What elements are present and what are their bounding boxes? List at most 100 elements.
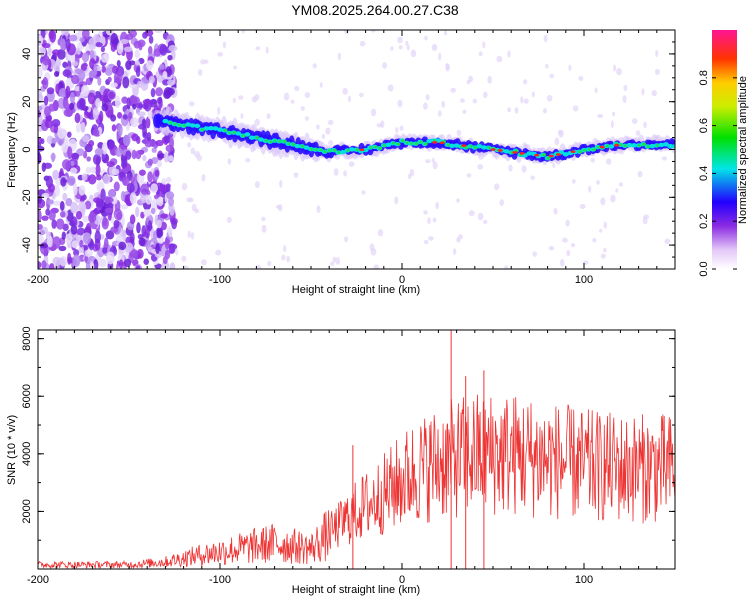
- spectrogram-noise-blob: [398, 45, 403, 50]
- spectrogram-noise-blob: [227, 158, 232, 165]
- band-max: [439, 141, 445, 145]
- spectrogram-noise-blob: [507, 107, 512, 113]
- spectrogram-noise-blob: [165, 144, 174, 153]
- spectrogram-noise-blob: [126, 182, 135, 193]
- spectrogram-noise-blob: [359, 40, 366, 47]
- spectrogram-noise-blob: [596, 179, 600, 185]
- spectrogram-noise-blob: [441, 100, 446, 108]
- spectrogram-noise-blob: [507, 50, 511, 58]
- spectrogram-noise-blob: [610, 120, 614, 129]
- spectrogram-noise-blob: [72, 183, 78, 196]
- spectrogram-noise-blob: [130, 117, 139, 128]
- spectrogram-noise-blob: [67, 146, 73, 160]
- spectrogram-noise-blob: [122, 114, 128, 120]
- spectrogram-noise-blob: [67, 175, 76, 187]
- spectrogram-noise-blob: [397, 99, 403, 108]
- spectrogram-noise-blob: [373, 264, 380, 269]
- spectrogram-noise-blob: [75, 210, 83, 220]
- spectrogram-noise-blob: [104, 67, 113, 76]
- spectrogram-noise-blob: [79, 37, 85, 43]
- spectrogram-noise-blob: [98, 258, 107, 268]
- spectrogram-noise-blob: [38, 229, 45, 236]
- spectrogram-noise-blob: [190, 231, 195, 240]
- spectrogram-noise-blob: [113, 219, 120, 229]
- spectrogram-noise-blob: [616, 67, 622, 76]
- spectrogram-noise-blob: [146, 60, 154, 71]
- spectrogram-noise-blob: [504, 265, 509, 269]
- spectrogram-noise-blob: [88, 212, 97, 223]
- spectrogram-noise-blob: [168, 45, 178, 52]
- spectrogram-noise-blob: [424, 35, 428, 41]
- spectrogram-noise-blob: [382, 62, 387, 69]
- spectrogram-noise-blob: [51, 152, 56, 163]
- spectrogram-noise-blob: [423, 239, 429, 245]
- x-tick-label: -100: [209, 574, 231, 586]
- spectrogram-noise-blob: [95, 97, 101, 108]
- band-peak: [223, 129, 228, 132]
- spectrogram-noise-blob: [89, 49, 95, 62]
- spectrogram-noise-blob: [293, 172, 299, 178]
- snr-xlabel: Height of straight line (km): [292, 584, 420, 596]
- spectrogram-noise-blob: [120, 190, 126, 202]
- spectrogram-noise-blob: [53, 200, 61, 206]
- spectrogram-noise-blob: [142, 131, 148, 139]
- spectrogram-noise-blob: [156, 97, 162, 104]
- spectrogram-noise-blob: [460, 98, 465, 103]
- spectrogram-noise-blob: [38, 137, 43, 145]
- spectrogram-noise-blob: [661, 156, 667, 161]
- spectrogram-noise-blob: [166, 191, 175, 200]
- spectrogram-noise-blob: [137, 80, 143, 88]
- band-highlight: [217, 127, 223, 132]
- spectrogram-noise-blob: [523, 98, 529, 104]
- spectrogram-noise-blob: [251, 96, 257, 103]
- spectrogram-noise-blob: [603, 247, 607, 253]
- spectrogram-noise-blob: [53, 70, 60, 77]
- spectrogram-noise-blob: [530, 175, 535, 180]
- band-max: [461, 144, 467, 147]
- spectrogram-noise-blob: [70, 202, 79, 214]
- spectrogram-noise-blob: [104, 207, 114, 214]
- band-highlight: [189, 123, 196, 128]
- spectrogram-noise-blob: [330, 261, 335, 266]
- spectrogram-noise-blob: [187, 142, 192, 148]
- band-peak: [255, 136, 260, 140]
- band-highlight: [212, 126, 219, 131]
- spectrogram-noise-blob: [406, 44, 410, 51]
- spectrogram-noise-blob: [101, 103, 109, 112]
- spectrogram-noise-blob: [300, 106, 305, 112]
- spectrogram-noise-blob: [217, 51, 224, 57]
- spectrogram-noise-blob: [121, 96, 129, 104]
- spectrogram-noise-blob: [80, 63, 87, 72]
- spectrogram-noise-blob: [335, 256, 341, 265]
- spectrogram-noise-blob: [43, 162, 53, 169]
- spectrogram-noise-blob: [147, 171, 153, 183]
- snr-frame: [38, 330, 675, 569]
- spectrogram-noise-blob: [145, 116, 151, 129]
- band-highlight: [631, 143, 638, 148]
- band-highlight: [207, 125, 214, 131]
- spectrogram-noise-blob: [147, 45, 153, 56]
- spectrogram-noise-blob: [137, 111, 146, 117]
- spectrogram-noise-blob: [282, 244, 287, 253]
- spectrogram-noise-blob: [523, 79, 528, 85]
- spectrogram-noise-blob: [565, 219, 570, 227]
- band-peak: [419, 140, 424, 144]
- spectrogram-noise-blob: [238, 95, 244, 100]
- spectrogram-noise-blob: [410, 49, 417, 58]
- spectrogram-noise-blob: [315, 124, 320, 130]
- spectrogram-noise-blob: [423, 210, 428, 215]
- spectrogram-noise-blob: [361, 190, 366, 195]
- spectrogram-noise-blob: [135, 206, 140, 218]
- spectrogram-noise-blob: [643, 121, 647, 129]
- spectrogram-noise-blob: [409, 168, 415, 177]
- spectrogram-noise-blob: [508, 164, 513, 172]
- spectrogram-noise-blob: [603, 221, 608, 229]
- y-tick-label: 40: [21, 48, 33, 60]
- band-highlight: [248, 135, 255, 140]
- spectrogram-noise-blob: [151, 157, 159, 164]
- spectrogram-noise-blob: [59, 211, 66, 218]
- colorbar-tick-label: 0.2: [698, 214, 710, 229]
- spectrogram-noise-blob: [167, 155, 174, 162]
- spectrogram-noise-blob: [462, 109, 467, 114]
